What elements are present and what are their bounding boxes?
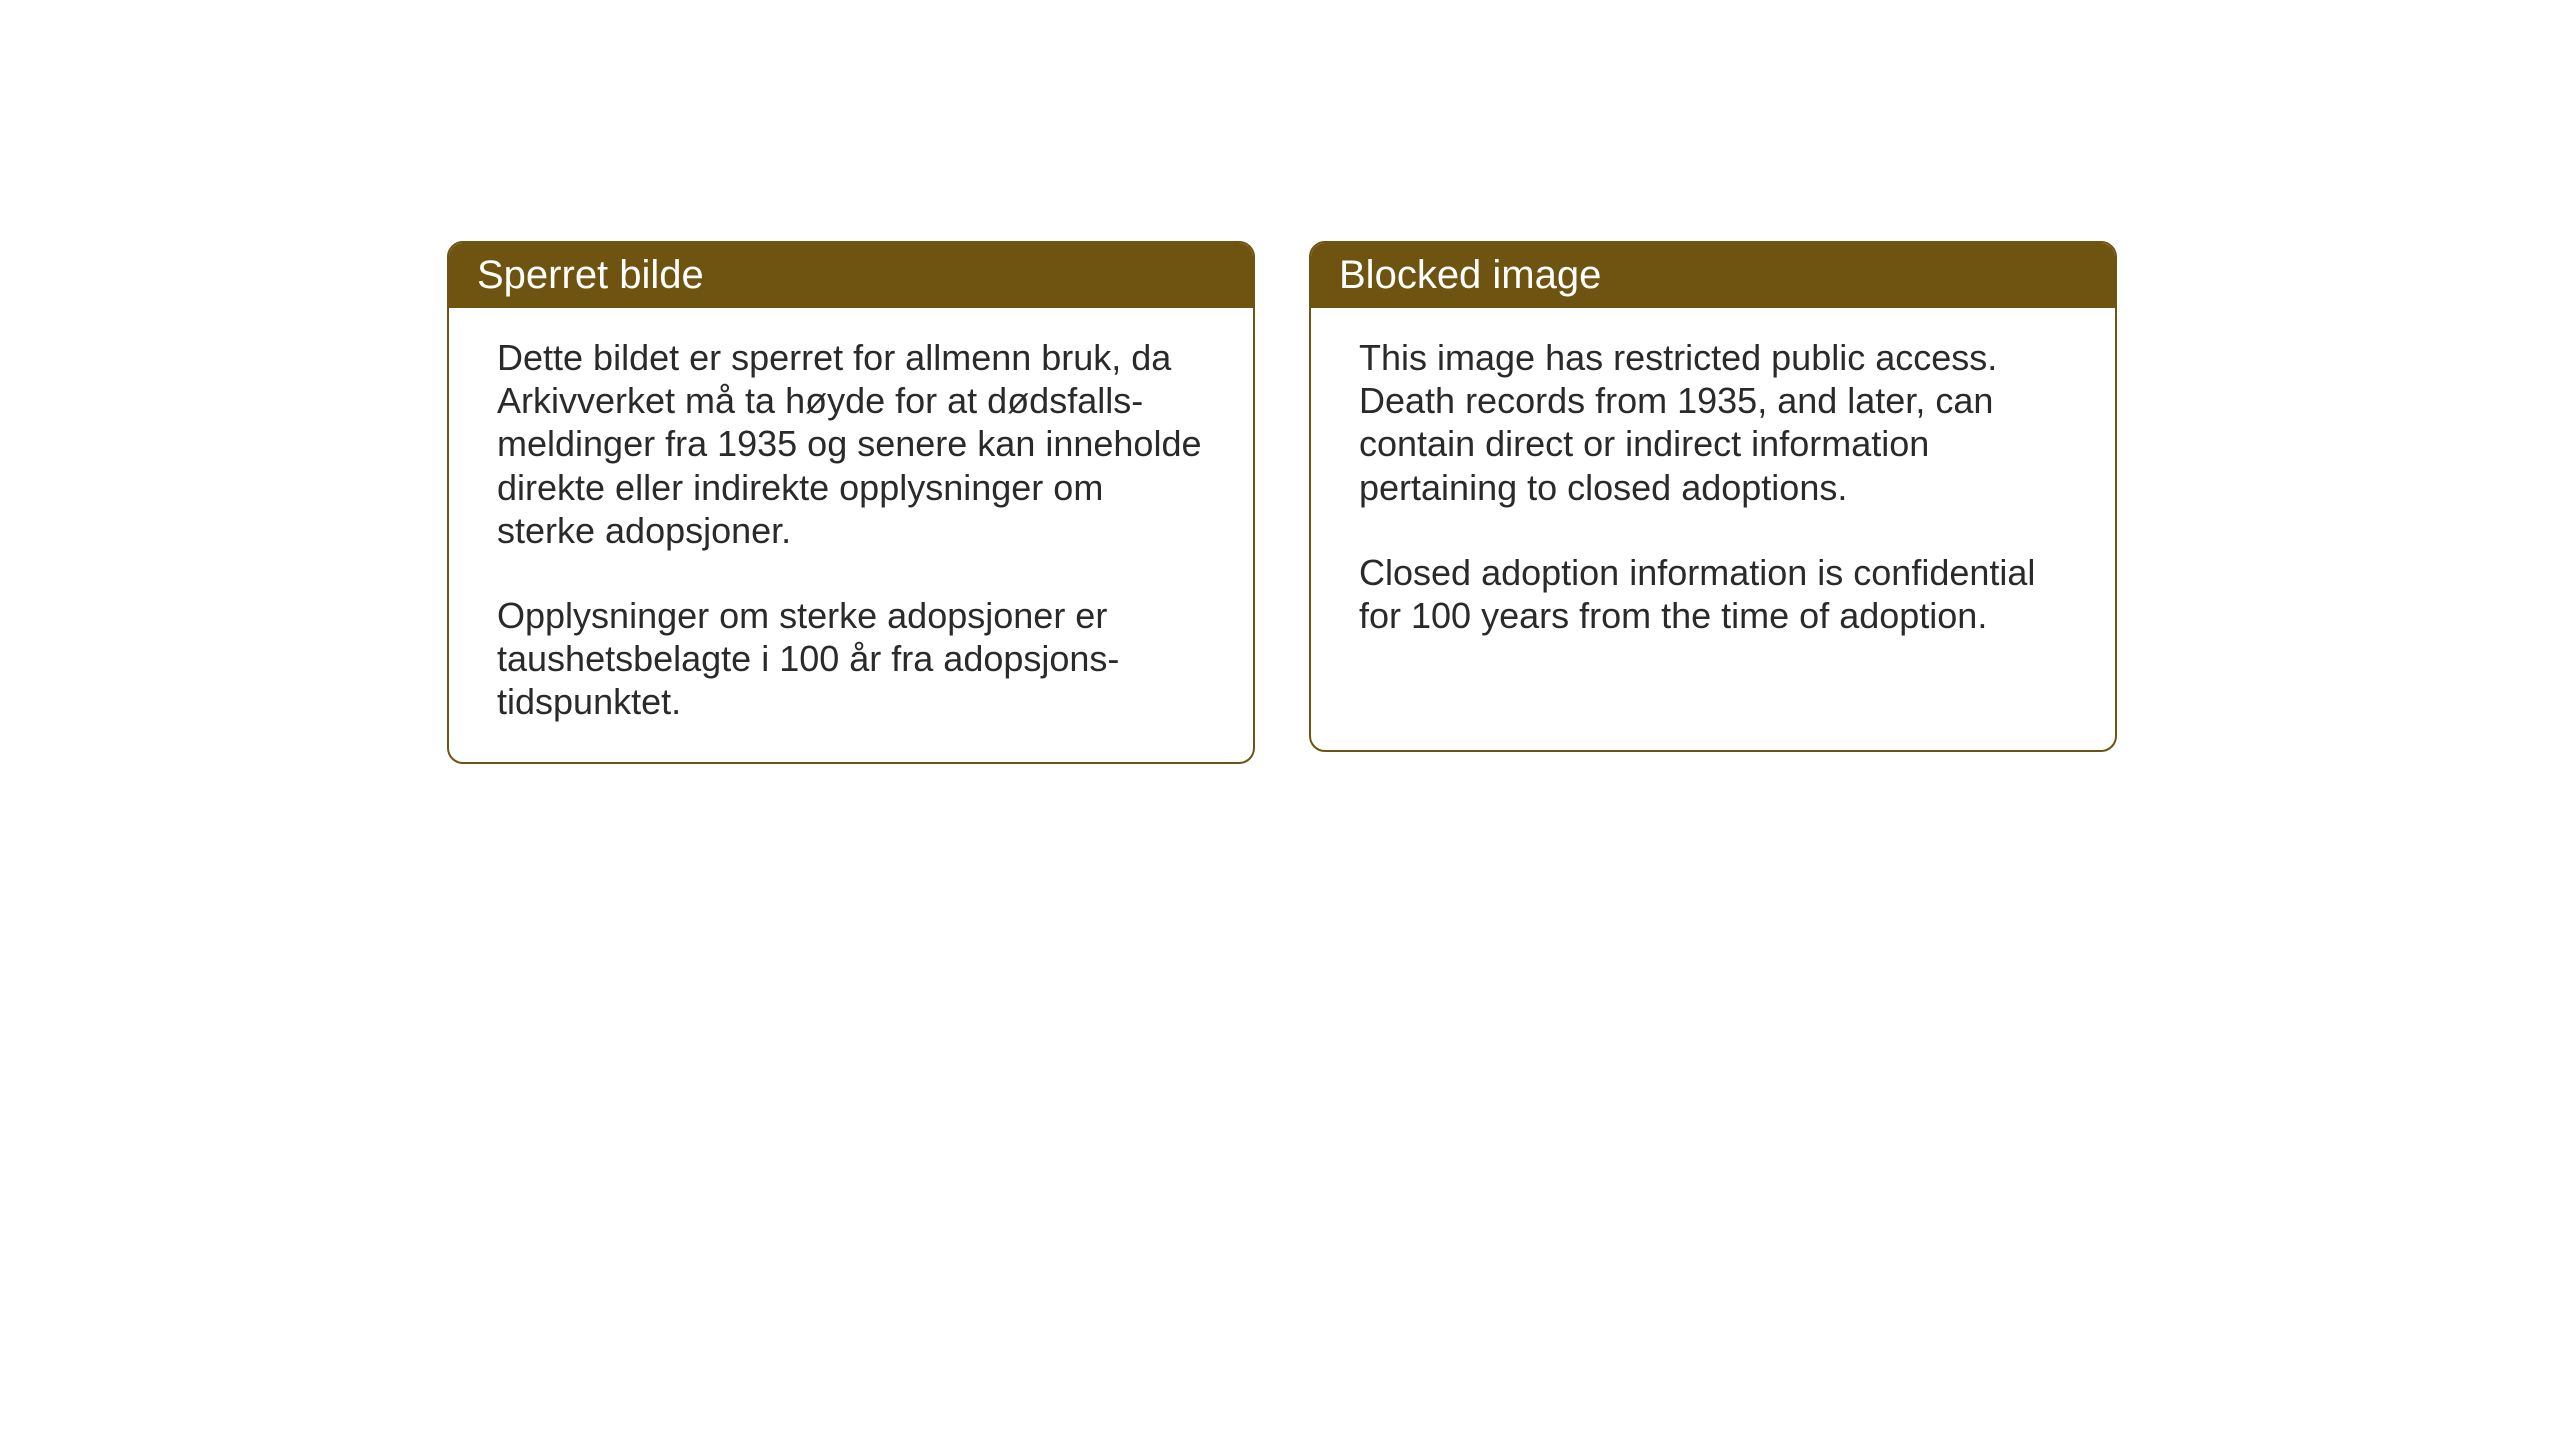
english-paragraph-2: Closed adoption information is confident… (1359, 551, 2067, 637)
norwegian-paragraph-1: Dette bildet er sperret for allmenn bruk… (497, 336, 1205, 552)
norwegian-card-title: Sperret bilde (449, 243, 1253, 308)
notice-container: Sperret bilde Dette bildet er sperret fo… (447, 241, 2117, 764)
norwegian-notice-card: Sperret bilde Dette bildet er sperret fo… (447, 241, 1255, 764)
english-notice-card: Blocked image This image has restricted … (1309, 241, 2117, 752)
english-card-body: This image has restricted public access.… (1311, 308, 2115, 675)
norwegian-paragraph-2: Opplysninger om sterke adopsjoner er tau… (497, 594, 1205, 724)
english-card-title: Blocked image (1311, 243, 2115, 308)
norwegian-card-body: Dette bildet er sperret for allmenn bruk… (449, 308, 1253, 762)
english-paragraph-1: This image has restricted public access.… (1359, 336, 2067, 509)
